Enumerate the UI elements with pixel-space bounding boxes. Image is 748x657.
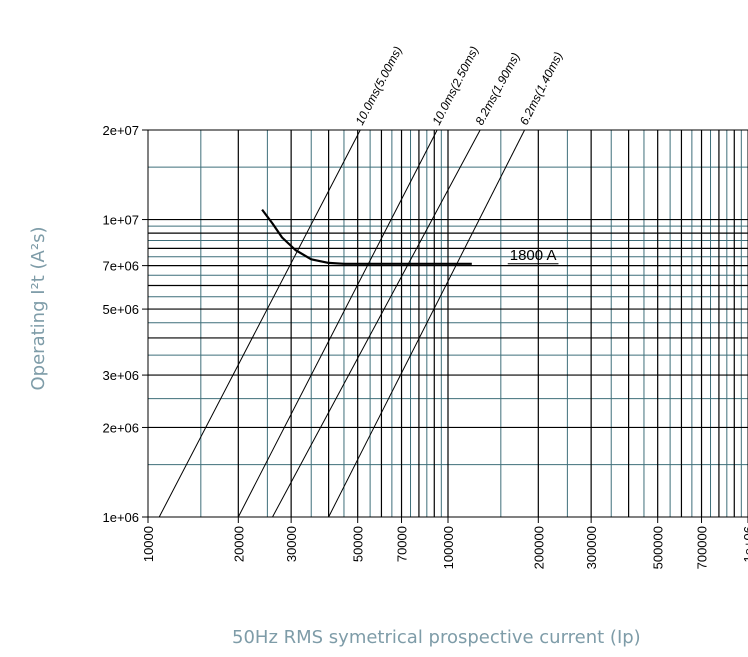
x-tick-label: 100000	[441, 526, 456, 569]
y-tick-label: 7e+06	[102, 259, 139, 274]
x-tick-label: 30000	[284, 526, 299, 562]
reference-line	[328, 129, 526, 518]
reference-line	[158, 129, 361, 518]
reference-line-label: 8.2ms(1.90ms)	[472, 50, 522, 127]
y-tick-label: 1e+06	[102, 510, 139, 525]
reference-line-label: 10.0ms(2.50ms)	[429, 44, 481, 128]
reference-lines: 10.0ms(5.00ms) 10.0ms(2.50ms)8.2ms(1.90ms…	[158, 44, 566, 518]
x-tick-label: 200000	[531, 526, 546, 569]
x-axis-title: 50Hz RMS symetrical prospective current …	[232, 627, 641, 648]
x-tick-label: 70000	[395, 526, 410, 562]
y-tick-label: 1e+07	[102, 213, 139, 228]
x-tick-label: 50000	[351, 526, 366, 562]
x-tick-label: 300000	[584, 526, 599, 569]
x-tick-label: 20000	[231, 526, 246, 562]
y-ticks: 1e+06 2e+06 3e+06 5e+06 7e+06 1e+07 2e+07	[102, 123, 148, 525]
x-tick-label: 10000	[141, 526, 156, 562]
series-label: 1800 A	[510, 247, 557, 264]
grid-major	[148, 130, 748, 517]
x-tick-label: 500000	[651, 526, 666, 569]
reference-line-label: 10.0ms(5.00ms)	[353, 44, 405, 127]
y-tick-label: 3e+06	[102, 368, 139, 383]
reference-line-label: 6.2ms(1.40ms)	[517, 50, 566, 128]
x-tick-label: 700000	[695, 526, 710, 569]
y-axis-title: Operating I²t (A²s)	[28, 227, 49, 391]
series-lines: 1800 A	[261, 208, 559, 265]
x-tick-label: 1e+06	[741, 526, 748, 563]
x-ticks: 10000 20000 30000 50000 70000 100000 200000 300…	[141, 517, 748, 569]
reference-line	[237, 129, 438, 518]
series-line	[261, 208, 472, 265]
y-tick-label: 2e+07	[102, 123, 139, 138]
reference-line	[272, 129, 481, 518]
y-tick-label: 2e+06	[102, 420, 139, 435]
y-tick-label: 5e+06	[102, 302, 139, 317]
